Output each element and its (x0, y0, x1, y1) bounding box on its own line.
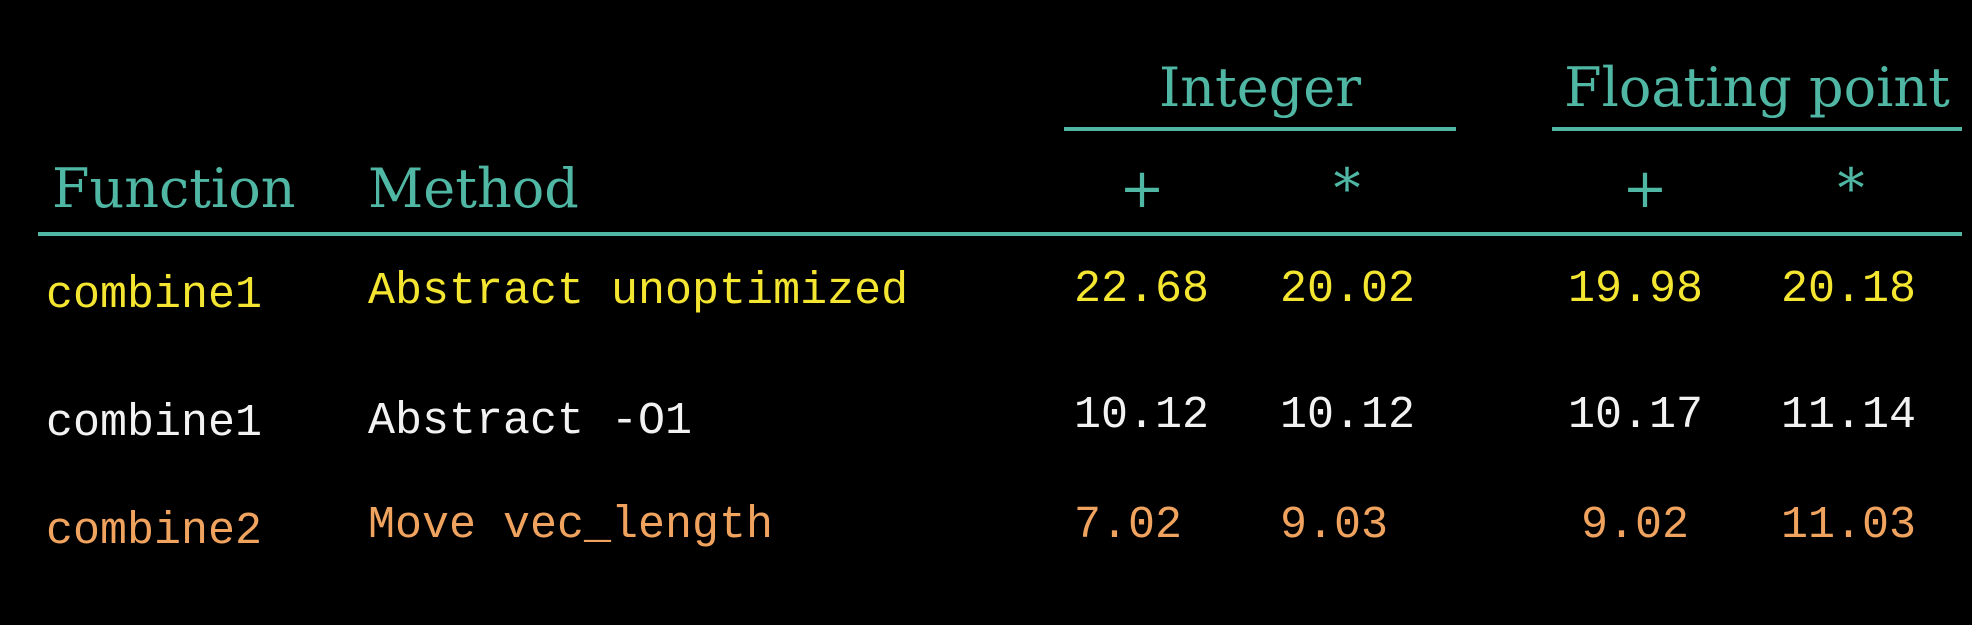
row-3-int-mul: 9.03 (1280, 500, 1389, 551)
column-header-float-multiply: * (1837, 157, 1865, 220)
row-3-function: combine2 (46, 506, 263, 557)
group-rule-integer (1064, 127, 1456, 131)
row-1-int-add: 22.68 (1074, 264, 1210, 315)
row-2-method: Abstract -O1 (368, 396, 693, 447)
column-header-integer-multiply: * (1333, 157, 1361, 220)
group-header-floating-point: Floating point (1564, 56, 1950, 119)
row-2-float-mul: 11.14 (1781, 390, 1917, 441)
row-3-float-mul: 11.03 (1781, 500, 1917, 551)
column-header-method: Method (368, 157, 579, 220)
group-header-integer: Integer (1158, 56, 1362, 119)
row-1-int-mul: 20.02 (1280, 264, 1416, 315)
row-2-float-add: 10.17 (1568, 390, 1704, 441)
row-2-int-mul: 10.12 (1280, 390, 1416, 441)
row-3-method: Move vec_length (368, 500, 774, 551)
row-2-int-add: 10.12 (1074, 390, 1210, 441)
row-1-float-mul: 20.18 (1781, 264, 1917, 315)
row-3-float-add: 9.02 (1581, 500, 1690, 551)
group-rule-floating-point (1552, 127, 1962, 131)
row-1-method: Abstract unoptimized (368, 266, 909, 317)
column-header-float-add: + (1622, 157, 1668, 220)
column-header-function: Function (52, 157, 296, 220)
header-rule (38, 232, 1962, 236)
row-3-int-add: 7.02 (1074, 500, 1183, 551)
row-1-function: combine1 (46, 270, 263, 321)
row-1-float-add: 19.98 (1568, 264, 1704, 315)
row-2-function: combine1 (46, 398, 263, 449)
column-header-integer-add: + (1119, 157, 1165, 220)
